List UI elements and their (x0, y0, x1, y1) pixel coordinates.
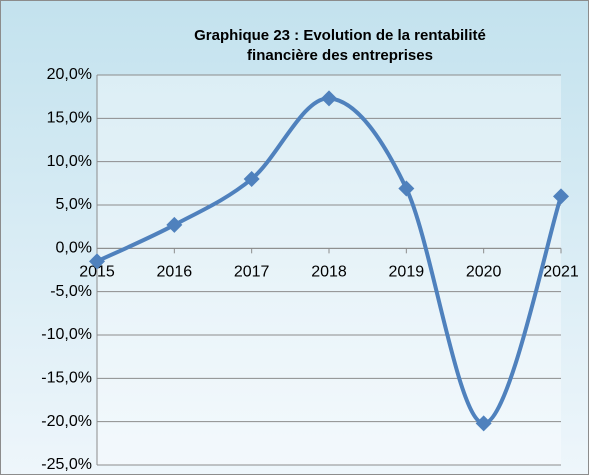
y-tick-label: 20,0% (47, 66, 92, 83)
x-tick-label: 2017 (234, 264, 270, 281)
marker (475, 415, 492, 432)
x-tick-label: 2016 (157, 264, 193, 281)
line (96, 96, 563, 426)
y-tick-label: 15,0% (47, 110, 92, 127)
y-tick-label: -5,0% (50, 283, 92, 300)
marker (243, 171, 260, 187)
x-tick-label: 2020 (466, 264, 502, 281)
marker (321, 90, 337, 107)
marker (89, 253, 105, 270)
x-tick-label: 2021 (543, 264, 579, 281)
y-tick-label: 0,0% (56, 240, 92, 257)
y-tick-label: -15,0% (41, 370, 92, 387)
chart-title: financière des entreprises (247, 47, 433, 64)
marker (553, 188, 569, 205)
y-tick-label: -20,0% (41, 413, 92, 430)
y-tick-label: 5,0% (56, 196, 92, 213)
x-tick-label: 2019 (389, 264, 425, 281)
x-tick-label: 2018 (311, 264, 347, 281)
marker (398, 180, 415, 197)
y-tick-label: -25,0% (41, 456, 92, 473)
y-tick-label: 10,0% (47, 153, 92, 170)
plot-area (97, 75, 561, 465)
chart-title: Graphique 23 : Evolution de la rentabili… (194, 27, 486, 44)
y-tick-label: -10,0% (41, 326, 92, 343)
x-tick-label: 2015 (79, 264, 115, 281)
marker (166, 216, 183, 233)
